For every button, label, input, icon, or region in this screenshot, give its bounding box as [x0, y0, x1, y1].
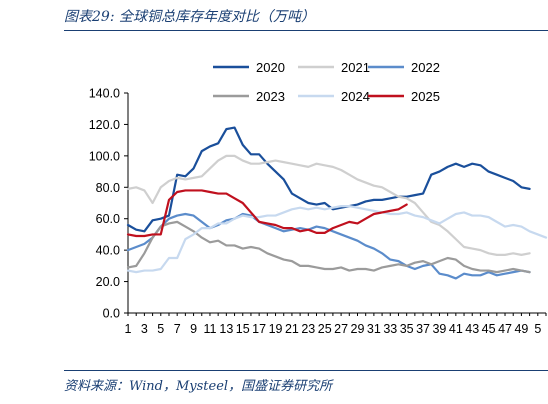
x-tick-label: 25	[318, 322, 332, 336]
legend-label-2024: 2024	[341, 89, 370, 104]
series-line-2025	[126, 189, 408, 238]
x-tick-label: 27	[334, 322, 348, 336]
y-tick-label: 20.0	[96, 275, 120, 289]
x-tick-label: 19	[269, 322, 283, 336]
x-tick-label: 45	[482, 322, 496, 336]
series-line-2020	[126, 126, 531, 233]
x-tick-label: 1	[125, 322, 132, 336]
x-tick-label: 49	[514, 322, 528, 336]
x-tick-label: 5	[534, 322, 541, 336]
source-note: 资料来源：Wind，Mysteel，国盛证券研究所	[64, 379, 333, 394]
title-divider	[64, 30, 548, 31]
x-tick-label: 15	[236, 322, 250, 336]
x-tick-label: 13	[219, 322, 233, 336]
source-divider	[64, 370, 548, 371]
x-tick-label: 29	[351, 322, 365, 336]
x-tick-label: 9	[190, 322, 197, 336]
y-tick-label: 100.0	[89, 149, 120, 163]
x-tick-label: 5	[157, 322, 164, 336]
x-tick-label: 7	[174, 322, 181, 336]
y-tick-label: 80.0	[96, 181, 120, 195]
x-tick-label: 21	[285, 322, 299, 336]
series-line-2021	[126, 154, 531, 256]
x-tick-label: 17	[252, 322, 266, 336]
series-lines	[126, 126, 548, 280]
legend-label-2022: 2022	[411, 60, 440, 75]
legend-label-2021: 2021	[341, 60, 370, 75]
x-tick-label: 41	[449, 322, 463, 336]
legend-label-2020: 2020	[256, 60, 285, 75]
x-tick-label: 37	[416, 322, 430, 336]
y-axis-ticks: 0.0 20.0 40.0 60.0 80.0 100.0 120.0 140.0	[89, 87, 128, 321]
x-tick-label: 47	[498, 322, 512, 336]
y-tick-label: 60.0	[96, 212, 120, 226]
legend-label-2025: 2025	[411, 89, 440, 104]
y-tick-label: 120.0	[89, 118, 120, 132]
y-tick-label: 0.0	[103, 307, 120, 321]
legend: 2020 2021 2022 2023 2024 2025	[213, 60, 440, 104]
x-tick-label: 11	[203, 322, 216, 336]
legend-label-2023: 2023	[256, 89, 285, 104]
series-line-2024	[126, 205, 548, 274]
x-tick-label: 31	[367, 322, 381, 336]
x-tick-label: 23	[301, 322, 315, 336]
y-tick-label: 40.0	[96, 244, 120, 258]
x-tick-label: 43	[465, 322, 479, 336]
chart-title: 图表29: 全球铜总库存年度对比（万吨）	[64, 9, 315, 25]
x-tick-label: 39	[432, 322, 446, 336]
x-tick-label: 33	[383, 322, 397, 336]
y-tick-label: 140.0	[89, 87, 120, 101]
x-axis-ticks: 1 3 5 7 9 11 13 15 17 19 21 23 25 27 29 31 33 35 37 39 41 43 4…	[125, 313, 547, 336]
x-tick-label: 35	[400, 322, 414, 336]
x-tick-label: 3	[141, 322, 148, 336]
